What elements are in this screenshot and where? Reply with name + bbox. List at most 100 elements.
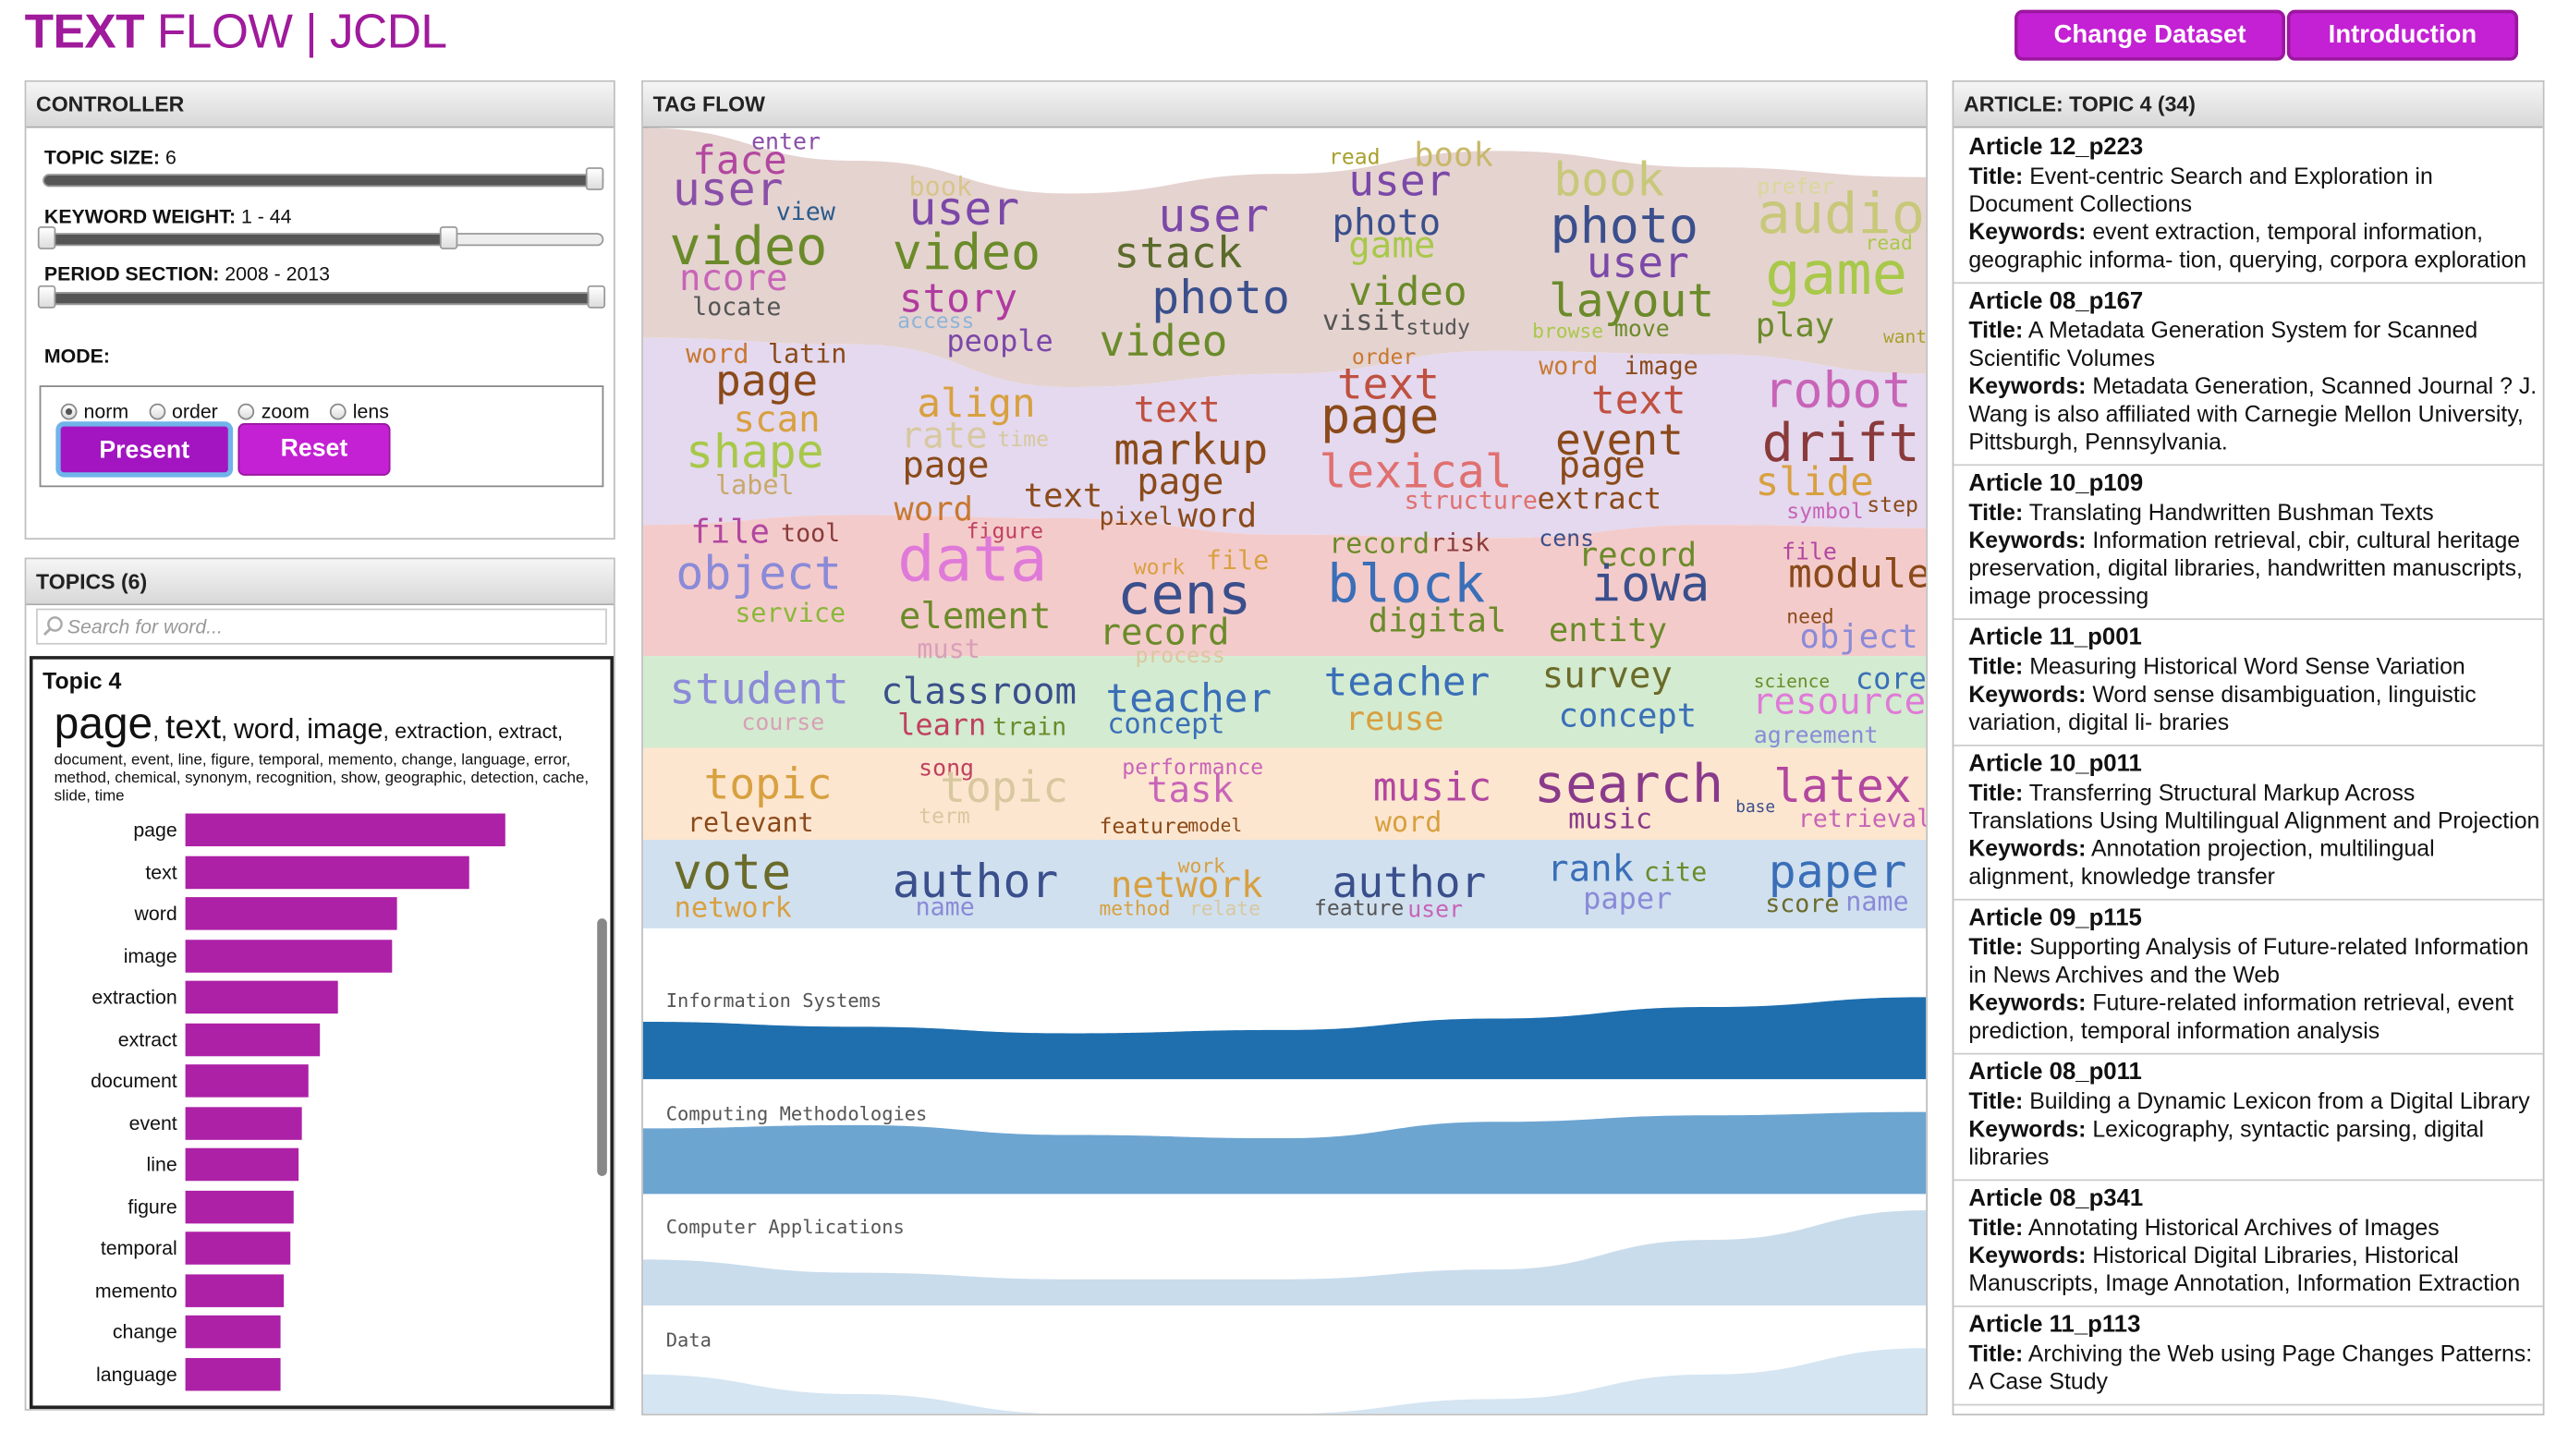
reset-button[interactable]: Reset <box>237 423 391 476</box>
tag-word[interactable]: file <box>1781 540 1837 566</box>
topic-band[interactable] <box>642 656 1927 748</box>
tag-word[interactable]: slide <box>1755 459 1874 505</box>
bar-row[interactable]: line <box>33 1147 591 1182</box>
tag-word[interactable]: enter <box>751 129 821 156</box>
tag-word[interactable]: term <box>919 805 970 831</box>
tag-word[interactable]: user <box>908 182 1020 237</box>
tag-word[interactable]: page <box>715 358 819 407</box>
slider-handle[interactable] <box>585 167 604 190</box>
tag-word[interactable]: latin <box>767 337 847 370</box>
tag-word[interactable]: classroom <box>881 672 1077 714</box>
tag-word[interactable]: text <box>1336 360 1441 410</box>
article-item[interactable]: Article 12_p223 Title: Event-centric Sear… <box>1954 129 2543 285</box>
tag-word[interactable]: music <box>1372 764 1492 810</box>
tag-word[interactable]: stack <box>1114 229 1243 279</box>
tag-word[interactable]: network <box>1110 866 1263 907</box>
tag-word[interactable]: lexical <box>1319 444 1513 499</box>
tag-word[interactable]: method <box>1099 897 1171 920</box>
tag-word[interactable]: teacher <box>1323 659 1491 706</box>
tag-word[interactable]: network <box>674 892 792 926</box>
tag-word[interactable]: label <box>715 468 795 501</box>
tag-word[interactable]: train <box>992 711 1067 742</box>
tag-word[interactable]: model <box>1187 815 1243 837</box>
tag-word[interactable]: concept <box>1107 708 1225 742</box>
tag-word[interactable]: extract <box>1537 481 1662 517</box>
article-item[interactable]: Article 08_p167 Title: A Metadata Generat… <box>1954 284 2543 467</box>
tag-word[interactable]: pixel <box>1099 502 1174 532</box>
topic-band[interactable] <box>642 515 1927 657</box>
bar[interactable] <box>185 1022 321 1056</box>
tag-word[interactable]: name <box>915 892 975 922</box>
bar-row[interactable]: page <box>33 813 591 847</box>
tag-word[interactable]: block <box>1327 552 1486 615</box>
bar-row[interactable]: change <box>33 1315 591 1349</box>
tag-word[interactable]: symbol <box>1786 500 1864 526</box>
tag-word[interactable]: entity <box>1548 610 1668 650</box>
tag-word[interactable]: record <box>1577 534 1698 575</box>
tag-word[interactable]: file <box>690 511 770 552</box>
tag-word[interactable]: name <box>1845 885 1909 917</box>
tag-word[interactable]: word <box>686 337 749 370</box>
tag-word[interactable]: ncore <box>678 259 788 300</box>
tag-word[interactable]: cens <box>1116 562 1252 628</box>
bar-row[interactable]: document <box>33 1064 591 1098</box>
tag-word[interactable]: tool <box>781 517 841 548</box>
tag-word[interactable]: text <box>1133 390 1221 431</box>
topic-band[interactable] <box>642 337 1927 539</box>
tag-word[interactable]: audio <box>1757 182 1926 249</box>
tag-word[interactable]: page <box>1321 388 1440 446</box>
tag-word[interactable]: iowa <box>1591 555 1710 613</box>
tag-word[interactable]: science <box>1753 671 1831 693</box>
tag-word[interactable]: latex <box>1773 758 1912 814</box>
tag-word[interactable]: video <box>892 224 1041 283</box>
radio-zoom[interactable] <box>237 403 255 420</box>
tag-word[interactable]: base <box>1735 798 1776 818</box>
tag-word[interactable]: photo <box>1550 198 1698 256</box>
tag-word[interactable]: retrieval <box>1797 803 1927 833</box>
tag-word[interactable]: service <box>735 597 846 628</box>
tag-word[interactable]: topic <box>703 760 833 810</box>
slider-handle-min[interactable] <box>37 225 56 249</box>
bar[interactable] <box>185 980 338 1014</box>
tag-word[interactable]: survey <box>1541 656 1673 698</box>
slider-handle-max[interactable] <box>587 285 606 309</box>
article-item[interactable]: Article 11_p113 Title: Archiving the Web … <box>1954 1307 2543 1406</box>
tag-word[interactable]: need <box>1786 605 1834 628</box>
tag-word[interactable]: browse <box>1532 320 1604 344</box>
tag-word[interactable]: word <box>1177 495 1258 535</box>
tag-word[interactable]: layout <box>1548 273 1715 329</box>
tag-word[interactable]: student <box>669 665 849 716</box>
article-item[interactable]: Article 11_p001 Title: Measuring Historic… <box>1954 620 2543 746</box>
tag-word[interactable]: video <box>1348 269 1467 315</box>
tag-word[interactable]: word <box>1539 350 1599 381</box>
tag-word[interactable]: process <box>1135 644 1225 670</box>
tag-word[interactable]: record <box>1099 613 1230 655</box>
tag-word[interactable]: book <box>1553 152 1664 207</box>
bar[interactable] <box>185 813 505 847</box>
tag-word[interactable]: story <box>898 275 1018 322</box>
tag-word[interactable]: move <box>1613 316 1670 344</box>
tag-word[interactable]: markup <box>1114 426 1269 476</box>
tag-word[interactable]: performance <box>1122 756 1264 782</box>
radio-norm[interactable] <box>60 403 78 420</box>
bar-row[interactable]: word <box>33 897 591 930</box>
keyword-weight-slider[interactable] <box>37 225 604 249</box>
search-input[interactable]: Search for word... <box>36 608 607 645</box>
tag-word[interactable]: resource <box>1752 682 1927 723</box>
tag-word[interactable]: concept <box>1558 695 1698 735</box>
tag-word[interactable]: score <box>1765 889 1840 919</box>
bar[interactable] <box>185 1147 298 1182</box>
introduction-button[interactable]: Introduction <box>2286 9 2519 61</box>
tag-word[interactable]: event <box>1554 416 1684 467</box>
bar-row[interactable]: extract <box>33 1022 591 1056</box>
tag-word[interactable]: search <box>1533 752 1724 816</box>
tag-word[interactable]: game <box>1348 225 1436 268</box>
stream-area[interactable] <box>642 997 1927 1080</box>
bar-row[interactable]: text <box>33 855 591 889</box>
tag-word[interactable]: feature <box>1099 815 1189 840</box>
tag-word[interactable]: object <box>1799 616 1918 657</box>
tag-word[interactable]: agreement <box>1753 722 1879 750</box>
tag-word[interactable]: risk <box>1430 528 1491 558</box>
tag-word[interactable]: feature <box>1314 897 1405 922</box>
change-dataset-button[interactable]: Change Dataset <box>2014 9 2285 61</box>
